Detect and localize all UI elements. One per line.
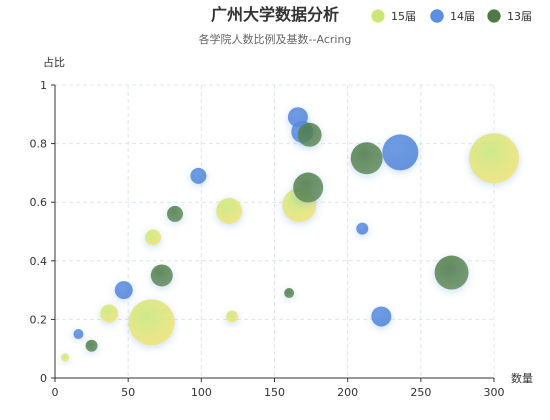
bubble-point[interactable] <box>371 306 392 327</box>
bubble-point[interactable] <box>356 222 369 235</box>
bubble-point[interactable] <box>350 142 383 175</box>
bubble-point[interactable] <box>190 167 207 184</box>
x-tick-label: 50 <box>121 386 135 399</box>
bubble-point[interactable] <box>284 288 295 299</box>
bubble-point[interactable] <box>382 134 419 171</box>
bubble-point[interactable] <box>73 329 84 340</box>
x-tick-label: 250 <box>410 386 431 399</box>
x-tick-label: 150 <box>264 386 285 399</box>
bubble-point[interactable] <box>226 310 239 323</box>
bubble-point[interactable] <box>128 299 175 346</box>
y-axis-label: 占比 <box>43 55 65 69</box>
legend: 15届 14届 13届 <box>371 9 533 24</box>
legend-item[interactable]: 15届 <box>371 9 417 24</box>
bubble-point[interactable] <box>150 264 173 287</box>
x-tick-label: 300 <box>484 386 505 399</box>
x-tick-label: 0 <box>52 386 59 399</box>
y-tick-label: 0.2 <box>30 313 48 326</box>
legend-label: 15届 <box>391 10 416 23</box>
legend-marker <box>371 9 385 23</box>
y-tick-label: 0.6 <box>30 196 48 209</box>
bubble-point[interactable] <box>100 304 119 323</box>
y-tick-label: 0 <box>40 372 47 385</box>
bubble-point[interactable] <box>114 281 133 300</box>
legend-marker <box>487 9 501 23</box>
bubble-point[interactable] <box>297 122 322 147</box>
legend-item[interactable]: 13届 <box>487 9 533 24</box>
bubble-point[interactable] <box>216 197 243 224</box>
y-tick-label: 0.4 <box>30 255 48 268</box>
x-axis-label: 数量 <box>511 372 533 385</box>
chart-title: 广州大学数据分析 <box>211 5 339 24</box>
legend-item[interactable]: 14届 <box>430 9 476 24</box>
legend-marker <box>430 9 444 23</box>
bubble-point[interactable] <box>434 255 469 290</box>
y-tick-label: 0.8 <box>30 138 48 151</box>
bubble-point[interactable] <box>469 133 519 184</box>
chart-subtitle: 各学院人数比例及基数--Acring <box>199 32 352 46</box>
bubble-point[interactable] <box>61 353 70 362</box>
y-tick-label: 1 <box>40 79 47 92</box>
legend-label: 13届 <box>507 10 532 23</box>
bubble-point[interactable] <box>85 339 98 352</box>
bubble-point[interactable] <box>145 229 162 246</box>
tick-layer: 0 50 100 150 200 250 300 0 0.2 0.4 0.6 0.8 1 <box>30 79 505 399</box>
point-layer <box>61 107 519 362</box>
grid-layer <box>55 84 495 378</box>
bubble-point[interactable] <box>166 205 183 222</box>
x-tick-label: 100 <box>191 386 212 399</box>
bubble-point[interactable] <box>293 172 324 203</box>
x-tick-label: 200 <box>337 386 358 399</box>
legend-label: 14届 <box>450 10 475 23</box>
